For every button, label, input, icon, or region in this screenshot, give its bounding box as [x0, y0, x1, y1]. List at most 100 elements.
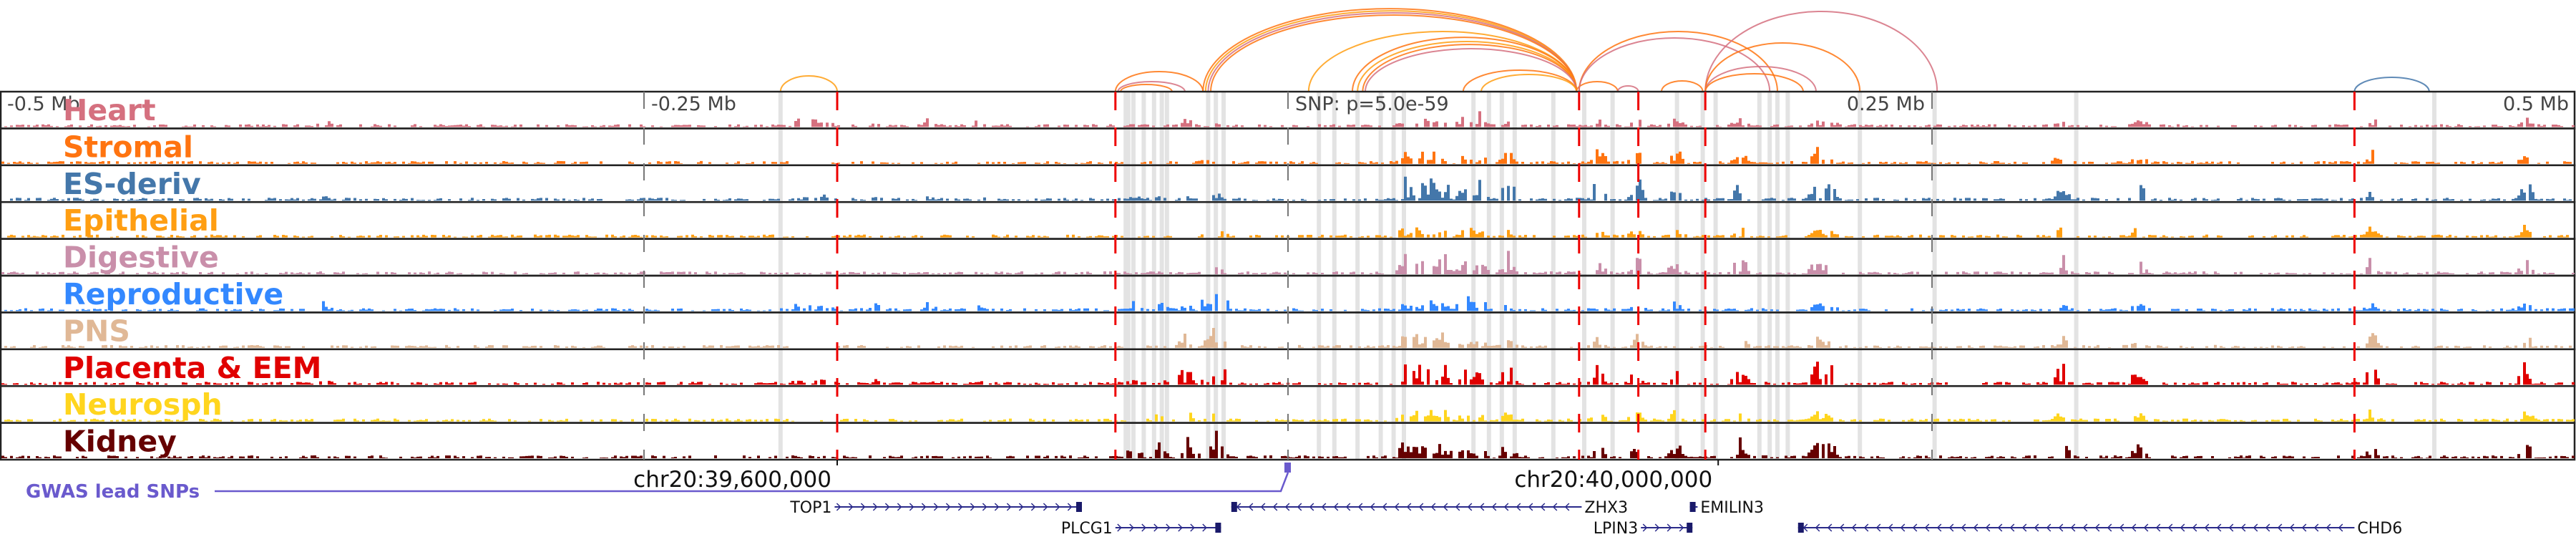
strand-arrow — [2070, 523, 2076, 532]
strand-arrow — [1863, 523, 1869, 532]
gene-zhx3[interactable]: ZHX3 — [1231, 499, 1628, 517]
strand-arrow — [1961, 523, 1966, 532]
interaction-arc — [1352, 37, 1578, 92]
strand-arrow — [1272, 503, 1278, 511]
strand-arrow — [957, 503, 963, 511]
strand-arrow — [921, 503, 927, 511]
interaction-arcs — [779, 8, 2430, 92]
signal-bars — [4, 111, 2575, 127]
strand-arrow — [1178, 523, 1183, 532]
strand-arrow — [1912, 523, 1918, 532]
exon — [1231, 502, 1237, 512]
gene-chd6[interactable]: CHD6 — [1797, 520, 2402, 537]
strand-arrow — [1491, 503, 1497, 511]
strand-arrow — [1443, 503, 1448, 511]
strand-arrow — [2046, 523, 2051, 532]
strand-arrow — [1030, 503, 1036, 511]
strand-arrow — [1321, 503, 1327, 511]
gene-label: EMILIN3 — [1700, 499, 1764, 517]
strand-arrow — [1839, 523, 1845, 532]
strand-arrow — [1985, 523, 1991, 532]
strand-arrow — [1141, 523, 1146, 532]
strand-arrow — [1006, 503, 1012, 511]
interaction-arc — [1576, 81, 1619, 92]
track-label: ES-deriv — [63, 167, 201, 201]
gene-top1[interactable]: TOP1 — [789, 499, 1082, 517]
strand-arrow — [1564, 503, 1570, 511]
strand-arrow — [1851, 523, 1857, 532]
strand-arrow — [1418, 503, 1424, 511]
strand-arrow — [1973, 523, 1979, 532]
interaction-arc — [1578, 31, 1778, 92]
exon — [1215, 523, 1221, 533]
interaction-arc — [1362, 44, 1578, 92]
strand-arrow — [1654, 523, 1660, 532]
exon — [1797, 523, 1804, 533]
gene-plcg1[interactable]: PLCG1 — [1061, 520, 1221, 537]
strand-arrow — [884, 503, 890, 511]
interaction-arc — [1120, 84, 1173, 92]
strand-arrow — [2107, 523, 2112, 532]
strand-arrow — [2034, 523, 2039, 532]
track-label: Neurosph — [63, 387, 223, 422]
snp-pvalue-label: SNP: p=5.0e-59 — [1295, 93, 1449, 115]
gwas-lead-snps-label: GWAS lead SNPs — [26, 481, 200, 503]
axis-tick-label: -0.25 Mb — [651, 93, 736, 115]
strand-arrow — [1260, 503, 1266, 511]
strand-arrow — [1455, 503, 1460, 511]
strand-arrow — [2240, 523, 2246, 532]
strand-arrow — [1153, 523, 1158, 532]
signal-bars — [10, 176, 2572, 201]
signal-bars — [1, 147, 2572, 164]
gene-label: PLCG1 — [1061, 520, 1113, 537]
strand-arrow — [1166, 523, 1171, 532]
strand-arrow — [1888, 523, 1893, 532]
strand-arrow — [1357, 503, 1363, 511]
axis-labels: -0.5 Mb -0.25 Mb 0.25 Mb 0.5 Mb SNP: p=5.0e-… — [7, 93, 2569, 115]
strand-arrow — [2313, 523, 2319, 532]
strand-arrow — [848, 503, 854, 511]
interaction-arc — [1210, 14, 1578, 92]
interaction-arc — [1704, 73, 1804, 92]
coordinate-label: chr20:39,600,000 — [633, 467, 831, 493]
strand-arrow — [982, 503, 987, 511]
strand-arrow — [970, 503, 975, 511]
strand-arrow — [1503, 503, 1509, 511]
strand-arrow — [1467, 503, 1473, 511]
strand-arrow — [994, 503, 1000, 511]
track-label: Placenta & EEM — [63, 351, 321, 385]
coordinate-label: chr20:40,000,000 — [1514, 467, 1712, 493]
exon — [1689, 502, 1696, 512]
signal-bars — [4, 409, 2575, 422]
strand-arrow — [1528, 503, 1533, 511]
strand-arrow — [1370, 503, 1375, 511]
strand-arrow — [1284, 503, 1290, 511]
strand-arrow — [1900, 523, 1906, 532]
strand-arrow — [1297, 503, 1302, 511]
strand-arrow — [2058, 523, 2064, 532]
strand-arrow — [836, 503, 841, 511]
strand-arrow — [1827, 523, 1833, 532]
strand-arrow — [1394, 503, 1400, 511]
gwas-connector-line — [215, 472, 1289, 493]
strand-arrow — [2155, 523, 2161, 532]
strand-arrow — [1333, 503, 1339, 511]
strand-arrow — [2289, 523, 2295, 532]
strand-arrow — [1345, 503, 1351, 511]
strand-arrow — [1679, 523, 1684, 532]
strand-arrow — [1202, 523, 1207, 532]
gene-lpin3[interactable]: LPIN3 — [1594, 520, 1693, 537]
strand-arrow — [897, 503, 902, 511]
strand-arrow — [2204, 523, 2210, 532]
strand-arrow — [2131, 523, 2137, 532]
interaction-arc — [1704, 11, 1938, 92]
interaction-arc — [1207, 12, 1578, 92]
strand-arrow — [1815, 523, 1820, 532]
annotation-area: GWAS lead SNPs chr20:39,600,000 chr20:40,0… — [26, 460, 2402, 537]
gene-emilin3[interactable]: EMILIN3 — [1689, 499, 1764, 517]
strand-arrow — [1516, 503, 1521, 511]
interaction-arc — [1704, 42, 1861, 92]
strand-arrow — [1875, 523, 1881, 532]
strand-arrow — [2301, 523, 2307, 532]
